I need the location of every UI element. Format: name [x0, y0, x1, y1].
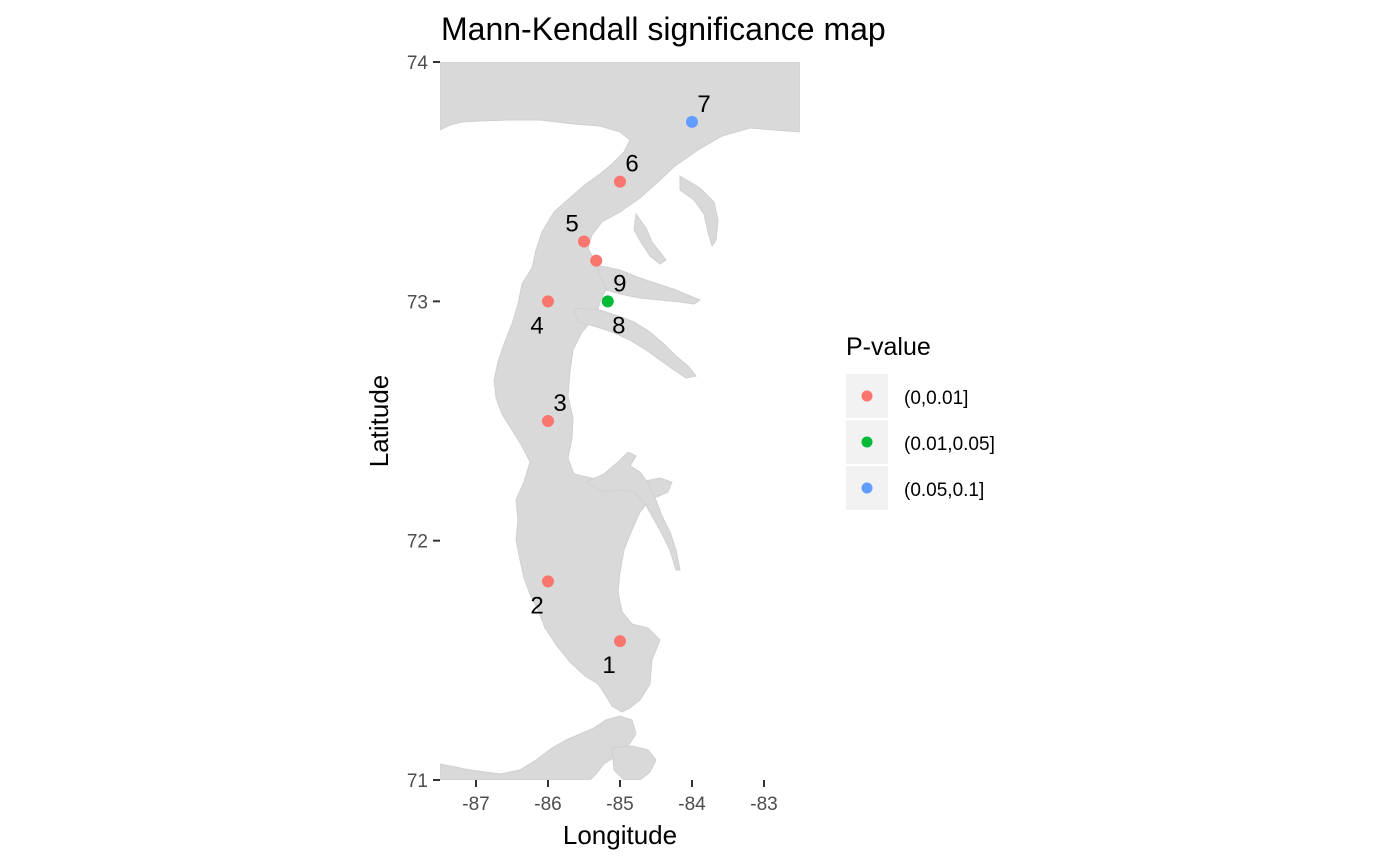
station-points: 1 2 3 4 5 6 7 9 8 — [530, 91, 710, 679]
x-tick-label: -86 — [534, 794, 561, 815]
legend-swatch — [861, 390, 873, 402]
station-point — [590, 254, 603, 267]
x-axis: Longitude -87 -86 -85 -84 -83 — [462, 780, 778, 850]
station-label: 5 — [565, 211, 578, 238]
legend-swatch — [861, 482, 873, 494]
station-label: 2 — [530, 592, 543, 619]
station-point — [578, 235, 590, 248]
station-point — [614, 175, 626, 188]
station-point — [601, 295, 614, 308]
south-island-polygon — [611, 745, 657, 780]
station-point — [614, 635, 626, 648]
station-point — [542, 415, 554, 427]
station-point — [542, 575, 554, 588]
legend-title: P-value — [846, 333, 931, 361]
legend-label: (0,0.01] — [904, 388, 968, 409]
inlet-polygon-south — [573, 307, 697, 379]
inlet-polygon-east — [679, 175, 719, 248]
legend: P-value (0,0.01] (0.01,0.05] (0.05,0.1] — [846, 333, 995, 510]
station-label: 7 — [697, 91, 710, 118]
southeast-arm-polygon — [584, 451, 681, 571]
land-basemap — [440, 62, 800, 780]
station-label: 9 — [613, 270, 626, 297]
station-label: 3 — [553, 390, 566, 417]
y-axis-title: Latitude — [364, 375, 394, 468]
station-label: 4 — [530, 312, 543, 339]
inlet-polygon-finger — [633, 212, 667, 265]
y-tick-label: 74 — [407, 53, 429, 74]
x-axis-title: Longitude — [563, 820, 677, 850]
y-tick-label: 72 — [407, 532, 428, 553]
station-label: 6 — [625, 151, 638, 178]
station-label: 1 — [602, 652, 615, 679]
y-axis: Latitude 71 72 73 74 — [364, 53, 440, 792]
chart-title: Mann-Kendall significance map — [441, 11, 886, 47]
station-label: 8 — [612, 312, 625, 339]
station-point — [542, 295, 554, 308]
y-tick-label: 73 — [407, 292, 428, 313]
legend-label: (0.01,0.05] — [904, 434, 995, 455]
x-tick-label: -87 — [462, 794, 489, 815]
x-tick-label: -85 — [606, 794, 633, 815]
south-shore-polygon — [440, 715, 637, 780]
legend-swatch — [861, 436, 873, 448]
main-basin-polygon — [440, 62, 800, 713]
x-tick-label: -84 — [678, 794, 706, 815]
station-point — [686, 115, 698, 128]
x-tick-label: -83 — [750, 794, 777, 815]
y-tick-label: 71 — [407, 771, 428, 792]
legend-label: (0.05,0.1] — [904, 480, 984, 501]
inlet-polygon-north — [595, 264, 702, 305]
